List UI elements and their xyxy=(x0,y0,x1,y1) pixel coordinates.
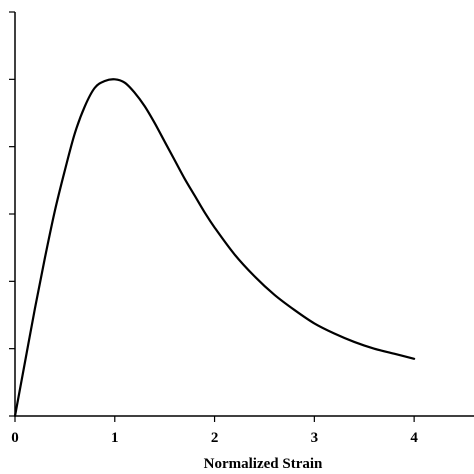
series xyxy=(13,78,416,418)
x-tick-label: 2 xyxy=(211,430,219,446)
x-tick-label: 0 xyxy=(11,430,19,446)
x-tick-label: 3 xyxy=(311,430,319,446)
x-tick-label: 1 xyxy=(111,430,119,446)
series-line xyxy=(13,78,416,418)
ticks: 0 1 2 3 4 xyxy=(9,11,418,446)
x-axis-label: Normalized Strain xyxy=(204,456,323,472)
x-tick-label: 4 xyxy=(410,430,418,446)
